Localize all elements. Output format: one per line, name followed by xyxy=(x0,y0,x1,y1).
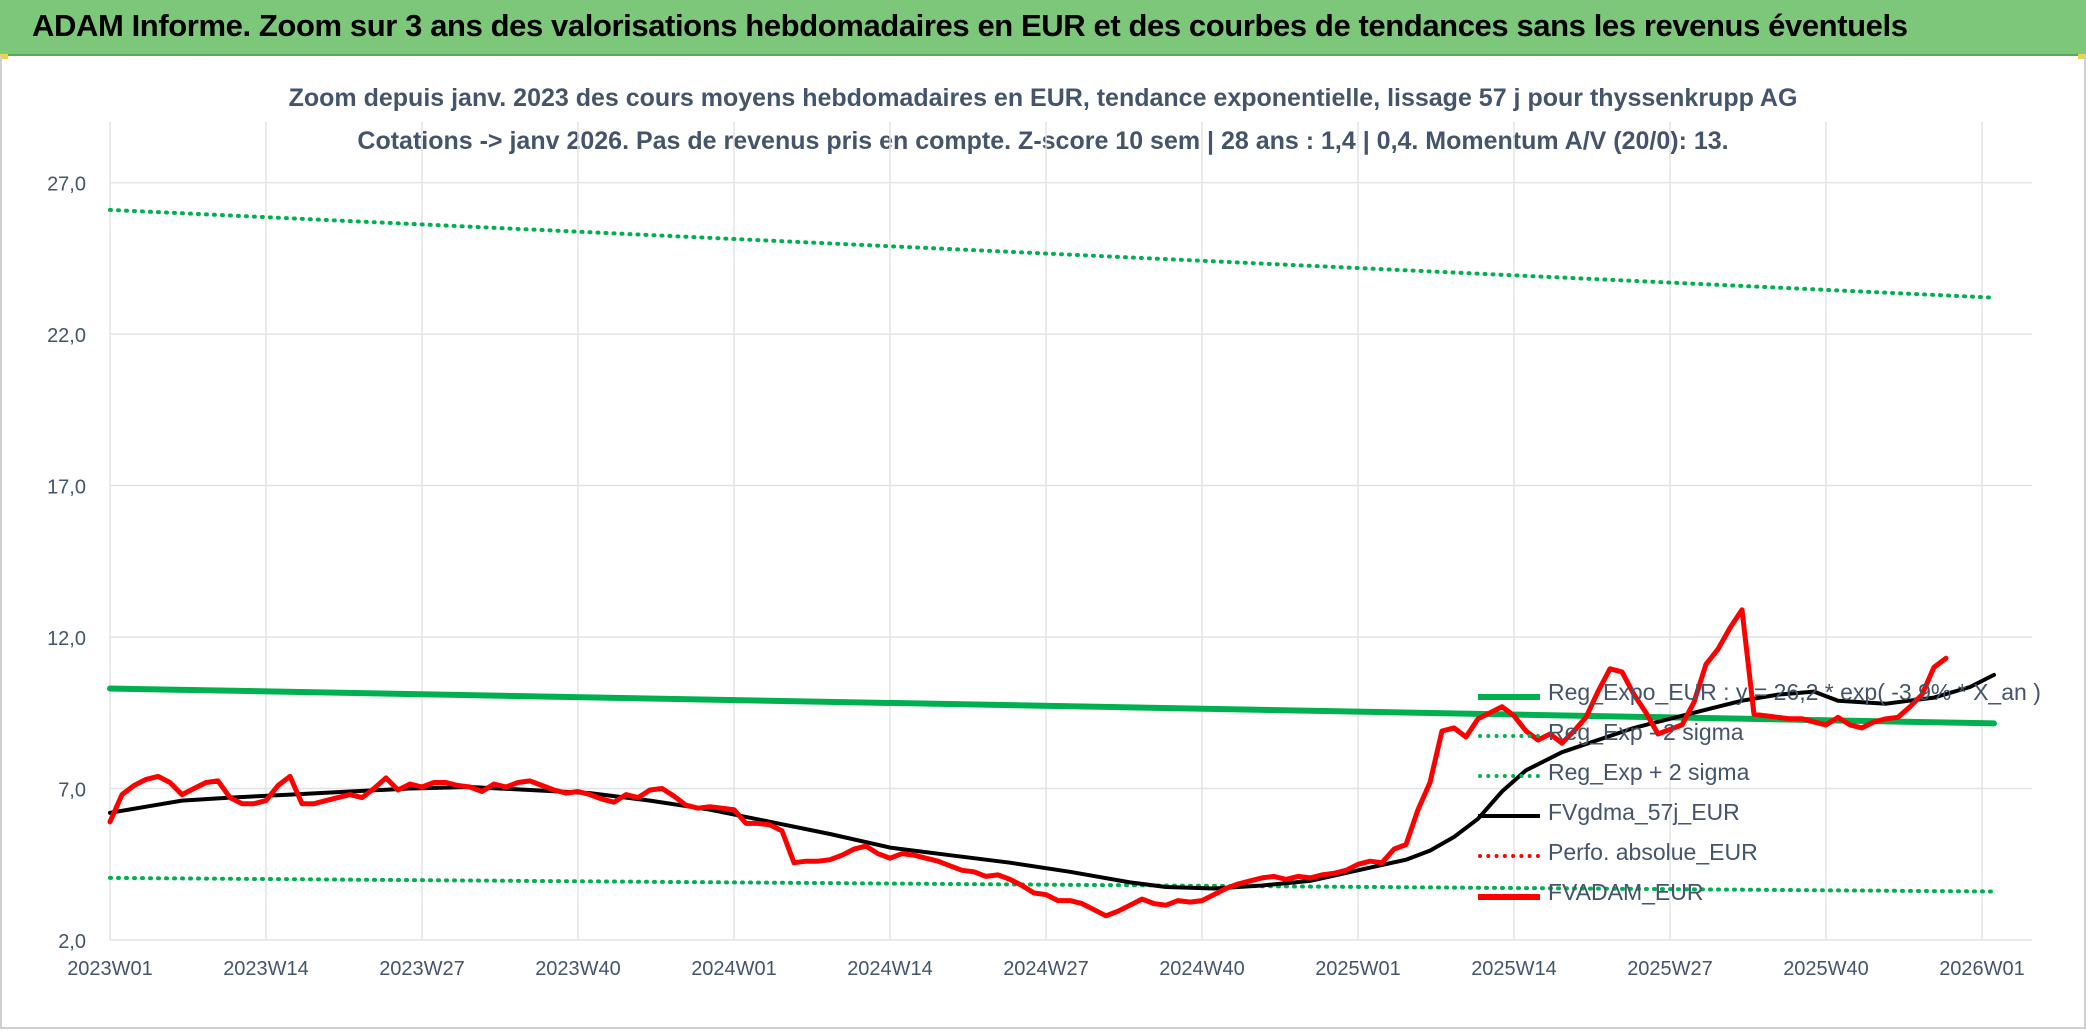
x-tick-label: 2024W40 xyxy=(1159,958,1245,980)
legend-item: FVgdma_57j_EUR xyxy=(1478,795,1838,835)
legend-label: Reg_Expo_EUR : y = 26,2 * exp( -3,9% * X… xyxy=(1548,679,2041,705)
legend-label: FVgdma_57j_EUR xyxy=(1548,799,1740,825)
x-tick-label: 2025W14 xyxy=(1471,958,1557,980)
chart-title: Zoom depuis janv. 2023 des cours moyens … xyxy=(288,84,1798,112)
x-tick-label: 2024W01 xyxy=(691,958,777,980)
chart-subtitle: Cotations -> janv 2026. Pas de revenus p… xyxy=(357,127,1729,155)
y-tick-label: 27,0 xyxy=(47,174,86,196)
x-tick-label: 2025W01 xyxy=(1315,958,1401,980)
legend-swatch xyxy=(1478,814,1540,818)
x-tick-label: 2024W27 xyxy=(1003,958,1089,980)
x-tick-label: 2023W14 xyxy=(223,958,309,980)
legend-item: Perfo. absolue_EUR xyxy=(1478,835,1838,875)
report-header: ADAM Informe. Zoom sur 3 ans des valoris… xyxy=(0,0,2086,56)
x-tick-label: 2023W40 xyxy=(535,958,621,980)
frame-corner-left xyxy=(0,54,8,59)
legend-label: FVADAM_EUR xyxy=(1548,879,1704,905)
legend-swatch xyxy=(1478,734,1540,738)
legend-swatch xyxy=(1478,774,1540,778)
x-tick-label: 2026W01 xyxy=(1939,958,2025,980)
y-tick-label: 12,0 xyxy=(47,628,86,650)
report-title: ADAM Informe. Zoom sur 3 ans des valoris… xyxy=(32,8,1908,43)
legend-item: Reg_Exp + 2 sigma xyxy=(1478,755,1838,795)
chart-frame xyxy=(0,56,2086,1029)
y-tick-label: 7,0 xyxy=(58,780,86,802)
reg-minus-2sigma-line xyxy=(108,875,1996,894)
legend-item: FVADAM_EUR xyxy=(1478,875,1838,915)
x-tick-label: 2025W27 xyxy=(1627,958,1713,980)
legend-swatch xyxy=(1478,894,1540,900)
x-tick-label: 2023W27 xyxy=(379,958,465,980)
legend-label: Reg_Exp - 2 sigma xyxy=(1548,719,1744,745)
legend-item: Reg_Expo_EUR : y = 26,2 * exp( -3,9% * X… xyxy=(1478,675,2041,715)
legend-label: Perfo. absolue_EUR xyxy=(1548,839,1758,865)
legend-swatch xyxy=(1478,854,1540,858)
x-tick-label: 2025W40 xyxy=(1783,958,1869,980)
legend-label: Reg_Exp + 2 sigma xyxy=(1548,759,1750,785)
legend-swatch xyxy=(1478,694,1540,700)
y-tick-label: 22,0 xyxy=(47,325,86,347)
chart-legend: Reg_Expo_EUR : y = 26,2 * exp( -3,9% * X… xyxy=(1478,675,2041,915)
y-tick-label: 2,0 xyxy=(58,931,86,953)
fvadam-line xyxy=(107,607,1949,919)
legend-item: Reg_Exp - 2 sigma xyxy=(1478,715,1838,755)
reg-plus-2sigma-line xyxy=(108,207,1996,300)
x-tick-label: 2023W01 xyxy=(67,958,153,980)
x-tick-label: 2024W14 xyxy=(847,958,933,980)
frame-corner-right xyxy=(2078,54,2086,59)
y-tick-label: 17,0 xyxy=(47,477,86,499)
